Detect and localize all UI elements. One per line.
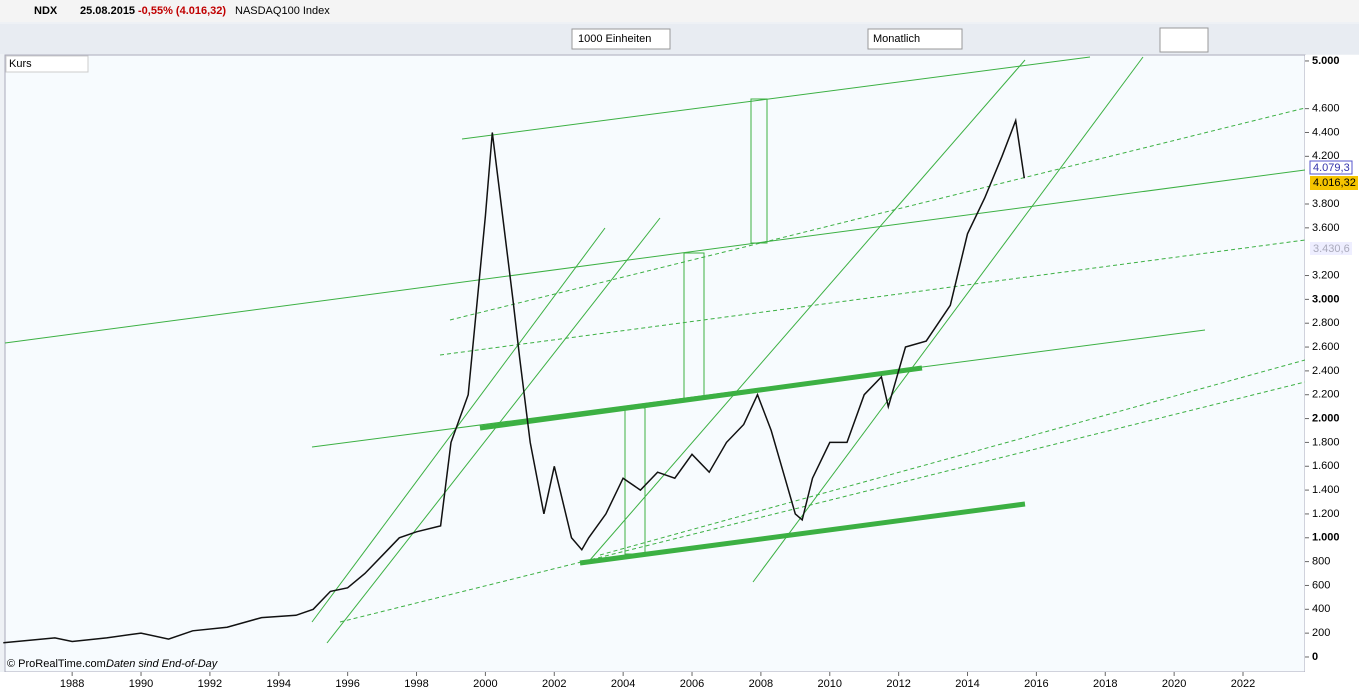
x-tick-label: 1994 xyxy=(267,678,291,690)
x-tick-label: 2012 xyxy=(886,678,910,690)
y-tick-label: 1.200 xyxy=(1312,508,1340,520)
y-tick-label: 4.200 xyxy=(1312,150,1340,162)
y-tick-label: 2.400 xyxy=(1312,365,1340,377)
y-tick-label: 600 xyxy=(1312,579,1330,591)
x-tick-label: 2014 xyxy=(955,678,979,690)
x-tick-label: 2006 xyxy=(680,678,704,690)
y-tick-label: 2.200 xyxy=(1312,389,1340,401)
y-tick-label: 3.800 xyxy=(1312,198,1340,210)
chart-type-button[interactable] xyxy=(1159,27,1209,53)
price-tag-label: 4.016,32 xyxy=(1313,177,1356,189)
x-tick-label: 1988 xyxy=(60,678,84,690)
y-tick-label: 2.600 xyxy=(1312,341,1340,353)
chart: 0 200 400 600 800 1.000 1.200 1.400 1.600 1.800 2.… xyxy=(3,55,1340,690)
drawings xyxy=(4,56,1306,644)
y-tick-label: 3.000 xyxy=(1312,293,1340,305)
panel: Kurs xyxy=(9,58,32,70)
y-tick-label: 2.000 xyxy=(1312,412,1340,424)
toolbar xyxy=(0,24,1359,54)
y-tick-label: 5.000 xyxy=(1312,55,1340,67)
band-tag xyxy=(1310,242,1352,255)
y-tick-label: 200 xyxy=(1312,627,1330,639)
x-axis xyxy=(0,672,1359,692)
units: 1000 Einheiten xyxy=(578,33,651,45)
x-tick-label: 2004 xyxy=(611,678,635,690)
plot-area xyxy=(4,54,1306,673)
x-tick-label: 2018 xyxy=(1093,678,1117,690)
x-tick-label: 1998 xyxy=(404,678,428,690)
change: -0,55% (4.016,32) xyxy=(138,5,226,17)
y-tick-label: 2.800 xyxy=(1312,317,1340,329)
y-tick-label: 800 xyxy=(1312,556,1330,568)
y-tick-label: 1.800 xyxy=(1312,436,1340,448)
x-tick-label: 1996 xyxy=(335,678,359,690)
x-tick-label: 2016 xyxy=(1024,678,1048,690)
y-tick-label: 4.600 xyxy=(1312,103,1340,115)
instrument: NASDAQ100 Index xyxy=(235,5,330,17)
y-tick-label: 0 xyxy=(1312,651,1318,663)
period: Monatlich xyxy=(873,33,920,45)
price-tag xyxy=(1310,176,1358,190)
value-tag xyxy=(1309,160,1353,175)
y-tick-label: 4.400 xyxy=(1312,126,1340,138)
x-tick-label: 2008 xyxy=(749,678,773,690)
title-bar xyxy=(0,0,1359,22)
price-line xyxy=(3,117,1026,644)
y-axis xyxy=(1305,55,1359,672)
x-tick-label: 2022 xyxy=(1231,678,1255,690)
date: 25.08.2015 xyxy=(80,5,135,17)
y-tick-label: 400 xyxy=(1312,603,1330,615)
y-tick-label: 1.600 xyxy=(1312,460,1340,472)
y-tick-label: 1.400 xyxy=(1312,484,1340,496)
x-tick-label: 2000 xyxy=(473,678,497,690)
y-tick-label: 1.000 xyxy=(1312,532,1340,544)
panel-tag xyxy=(5,55,89,73)
period-select[interactable] xyxy=(867,28,963,50)
x-tick-label: 2002 xyxy=(542,678,566,690)
x-tick-label: 1992 xyxy=(198,678,222,690)
y-tick-label: 3.600 xyxy=(1312,222,1340,234)
units-select[interactable] xyxy=(571,28,671,50)
y-tick-label: 3.200 xyxy=(1312,269,1340,281)
band-tag-label: 3.430,6 xyxy=(1313,243,1350,255)
symbol[interactable]: NDX xyxy=(34,5,58,17)
x-tick-label: 2020 xyxy=(1162,678,1186,690)
x-tick-label: 1990 xyxy=(129,678,153,690)
copyright: © ProRealTime.com xyxy=(7,658,106,670)
x-tick-label: 2010 xyxy=(818,678,842,690)
value-tag-label: 4.079,3 xyxy=(1313,162,1350,174)
note: Daten sind End-of-Day xyxy=(106,658,219,670)
